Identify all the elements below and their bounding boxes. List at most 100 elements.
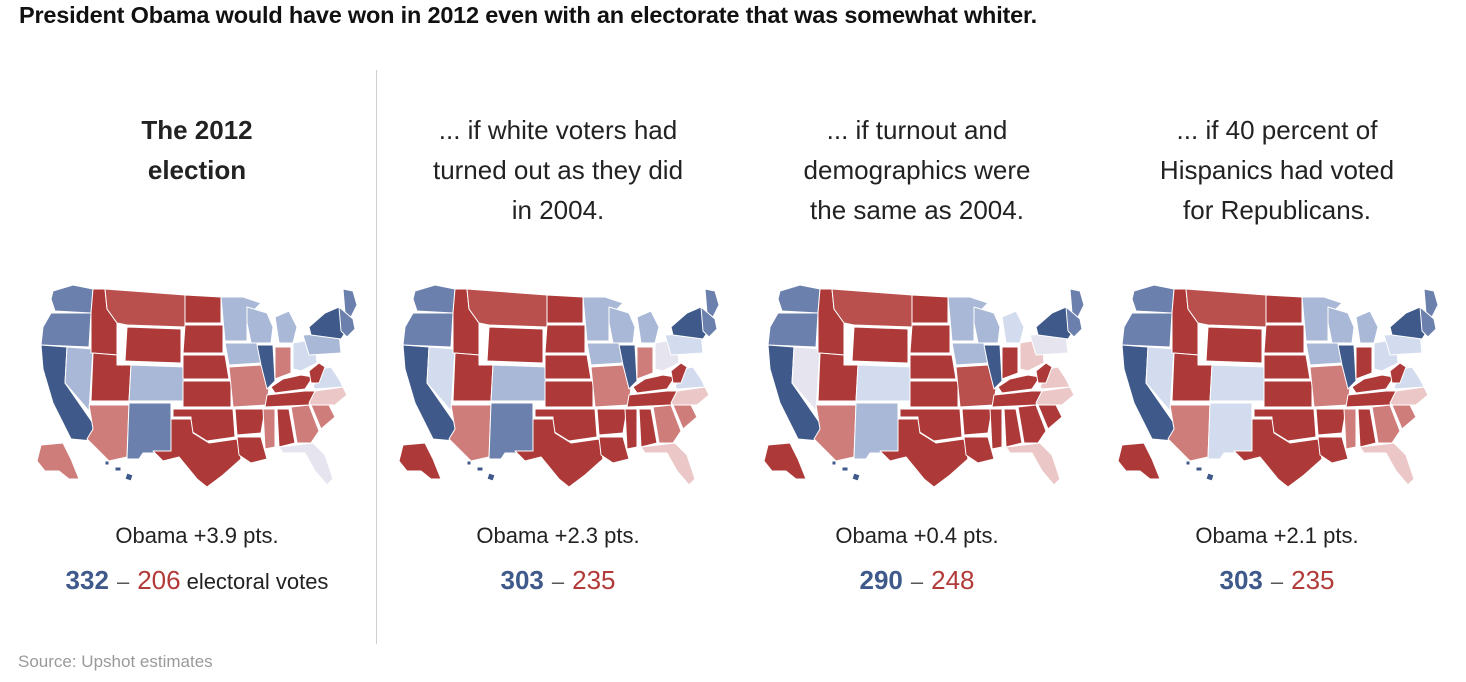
state-tx <box>152 418 242 488</box>
state-mt <box>831 288 913 328</box>
state-ks <box>544 380 594 408</box>
heading-line: election <box>147 155 247 185</box>
state-il <box>618 344 638 390</box>
state-wi <box>1327 306 1355 344</box>
state-nc <box>1035 386 1075 406</box>
electoral-vote-total: 332–206 electoral votes <box>12 565 382 596</box>
ev-separator: – <box>910 569 924 594</box>
dem-electoral-votes: 332 <box>65 565 109 595</box>
state-il <box>1337 344 1357 390</box>
state-or <box>402 312 454 348</box>
state-ne <box>1263 354 1311 380</box>
state-or <box>767 312 819 348</box>
state-sd <box>909 324 951 354</box>
state-fl <box>1359 442 1415 486</box>
heading-line: Hispanics had voted <box>1159 155 1395 185</box>
popular-vote-margin: Obama +2.1 pts. <box>1195 523 1359 548</box>
state-nc <box>670 386 710 406</box>
state-mt <box>466 288 548 328</box>
state-az <box>448 404 492 462</box>
state-wv <box>1389 362 1407 384</box>
state-la <box>236 436 268 464</box>
state-fl <box>1005 442 1061 486</box>
state-nm <box>488 402 534 460</box>
state-nv <box>1145 346 1175 412</box>
state-mi <box>1001 310 1025 344</box>
state-ar <box>596 408 628 436</box>
panel-divider <box>376 70 377 644</box>
ev-separator: – <box>1270 569 1284 594</box>
state-ne2 <box>1065 306 1083 338</box>
state-nd <box>911 294 949 324</box>
state-wv <box>308 362 326 384</box>
state-nm <box>126 402 172 460</box>
state-ak <box>36 442 80 480</box>
state-ne <box>909 354 957 380</box>
heading-line: ... if white voters had <box>438 115 678 145</box>
popular-vote-margin: Obama +3.9 pts. <box>115 523 279 548</box>
us-electoral-map <box>1117 284 1438 488</box>
state-hi <box>104 460 134 482</box>
panel-white-turnout-2004: ... if white voters had turned out as th… <box>373 0 743 640</box>
state-sd <box>182 324 224 354</box>
state-nd <box>184 294 222 324</box>
ev-separator: – <box>551 569 565 594</box>
state-or <box>40 312 92 348</box>
electoral-vote-total: 290–248 <box>732 565 1102 596</box>
state-fl <box>278 442 334 486</box>
state-ia <box>1305 342 1343 366</box>
state-ne <box>544 354 592 380</box>
rep-electoral-votes: 235 <box>1291 565 1335 595</box>
state-wi <box>973 306 1001 344</box>
state-me <box>342 288 357 318</box>
state-ak <box>398 442 442 480</box>
heading-line: turned out as they did <box>432 155 684 185</box>
state-ok <box>534 408 598 442</box>
state-mt <box>1185 288 1267 328</box>
state-wa <box>777 284 821 314</box>
heading-line: The 2012 <box>141 115 253 145</box>
rep-electoral-votes: 235 <box>572 565 616 595</box>
panel-2012-election: The 2012 election Obama +3.9 pts. 332–20… <box>12 0 382 640</box>
state-ne2 <box>700 306 718 338</box>
state-in <box>1001 346 1019 380</box>
state-wy <box>124 326 182 364</box>
state-ak <box>1117 442 1161 480</box>
state-la <box>963 436 995 464</box>
panel-heading: ... if white voters had turned out as th… <box>373 110 743 230</box>
state-az <box>1167 404 1211 462</box>
electoral-vote-total: 303–235 <box>1092 565 1462 596</box>
state-tx <box>1233 418 1323 488</box>
state-nc <box>1389 386 1429 406</box>
state-ak <box>763 442 807 480</box>
state-wy <box>851 326 909 364</box>
state-hi <box>1185 460 1215 482</box>
state-mi <box>1355 310 1379 344</box>
state-az <box>86 404 130 462</box>
state-hi <box>466 460 496 482</box>
state-la <box>1317 436 1349 464</box>
state-ne2 <box>1419 306 1437 338</box>
state-hi <box>831 460 861 482</box>
state-ar <box>234 408 266 436</box>
source-note: Source: Upshot estimates <box>18 652 213 671</box>
us-electoral-map <box>36 284 357 488</box>
state-ne2 <box>338 306 356 338</box>
state-co <box>490 364 548 402</box>
state-ok <box>899 408 963 442</box>
state-al <box>1003 408 1023 448</box>
state-nd <box>1265 294 1303 324</box>
state-ks <box>909 380 959 408</box>
state-wy <box>486 326 544 364</box>
popular-vote-margin: Obama +2.3 pts. <box>476 523 640 548</box>
state-co <box>1209 364 1267 402</box>
heading-line: the same as 2004. <box>810 195 1024 225</box>
panel-hispanic-40-percent: ... if 40 percent of Hispanics had voted… <box>1092 0 1462 640</box>
state-ne <box>182 354 230 380</box>
state-sd <box>544 324 586 354</box>
heading-line: ... if turnout and <box>826 115 1008 145</box>
state-wa <box>50 284 94 314</box>
state-nv <box>64 346 94 412</box>
state-il <box>256 344 276 390</box>
page-title: President Obama would have won in 2012 e… <box>19 2 1038 28</box>
